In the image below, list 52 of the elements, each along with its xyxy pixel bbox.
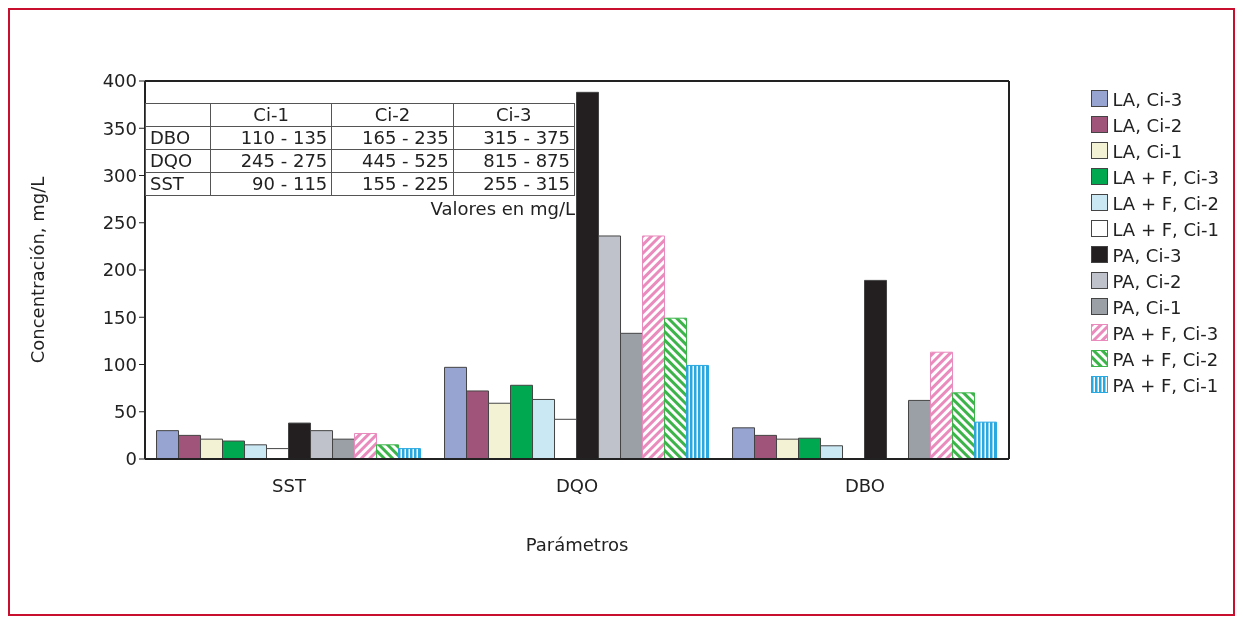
x-tick-label: DQO bbox=[555, 474, 599, 496]
legend-label: LA, Ci-2 bbox=[1112, 114, 1183, 136]
legend-label: LA, Ci-1 bbox=[1112, 140, 1183, 162]
legend-label: PA, Ci-1 bbox=[1112, 296, 1182, 318]
y-axis-title: Concentración, mg/L bbox=[27, 176, 49, 364]
annotation: Ci-2 bbox=[331, 103, 454, 127]
legend-label: LA, Ci-3 bbox=[1112, 88, 1183, 110]
bar bbox=[664, 317, 688, 459]
legend-label: PA + F, Ci-2 bbox=[1112, 348, 1219, 370]
annotation: 90 - 115 bbox=[210, 172, 332, 196]
annotation: 245 - 275 bbox=[210, 149, 332, 173]
annotation: 255 - 315 bbox=[453, 172, 575, 196]
bar bbox=[686, 364, 710, 459]
annotation: 155 - 225 bbox=[331, 172, 454, 196]
legend-label: PA, Ci-2 bbox=[1112, 270, 1182, 292]
y-tick-label: 50 bbox=[114, 401, 137, 423]
bar bbox=[908, 399, 932, 459]
bar bbox=[354, 432, 378, 459]
annotation: 445 - 525 bbox=[331, 149, 454, 173]
x-tick-label: DBO bbox=[844, 474, 886, 496]
annotation: DQO bbox=[145, 149, 211, 173]
y-tick-label: 100 bbox=[102, 353, 137, 375]
annotation: Valores en mg/L bbox=[429, 198, 575, 219]
annotation: Ci-3 bbox=[453, 103, 575, 127]
x-tick-label: SST bbox=[272, 474, 307, 496]
y-tick-label: 300 bbox=[102, 164, 137, 186]
legend-label: PA, Ci-3 bbox=[1112, 244, 1182, 266]
y-tick-label: 350 bbox=[102, 117, 137, 139]
annotation: 815 - 875 bbox=[453, 149, 575, 173]
x-axis-title: Parámetros bbox=[525, 534, 629, 555]
annotation: 165 - 235 bbox=[331, 126, 454, 150]
legend-label: PA + F, Ci-3 bbox=[1112, 322, 1219, 344]
legend-label: LA + F, Ci-2 bbox=[1112, 192, 1219, 214]
bar bbox=[376, 444, 400, 459]
legend-label: LA + F, Ci-3 bbox=[1112, 166, 1219, 188]
annotation: Ci-1 bbox=[210, 103, 332, 127]
annotation: 315 - 375 bbox=[453, 126, 575, 150]
legend-label: PA + F, Ci-1 bbox=[1112, 374, 1219, 396]
annotation: SST bbox=[145, 172, 211, 196]
y-tick-label: 250 bbox=[102, 212, 137, 234]
bar bbox=[398, 448, 422, 459]
bar bbox=[952, 392, 976, 459]
legend-label: LA + F, Ci-1 bbox=[1112, 218, 1219, 240]
bar bbox=[642, 235, 666, 459]
bar bbox=[974, 421, 998, 459]
bar bbox=[930, 351, 954, 459]
y-tick-label: 400 bbox=[102, 70, 137, 92]
y-tick-label: 200 bbox=[102, 259, 137, 281]
y-tick-label: 0 bbox=[125, 448, 137, 470]
annotation: 110 - 135 bbox=[210, 126, 332, 150]
annotation: DBO bbox=[145, 126, 211, 150]
y-tick-label: 150 bbox=[102, 306, 137, 328]
